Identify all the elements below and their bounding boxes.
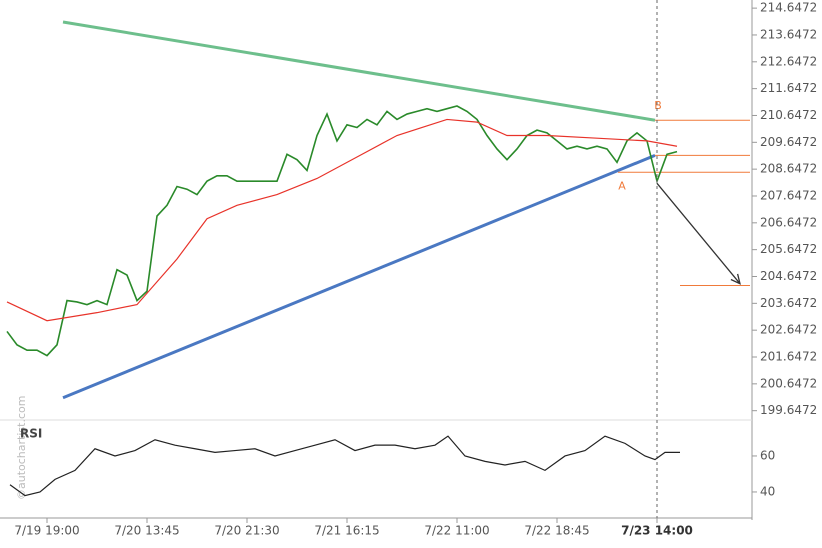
- watermark: ©autochartist.com: [15, 396, 28, 500]
- x-tick-label: 7/22 11:00: [424, 524, 489, 538]
- x-tick-label: 7/22 18:45: [524, 524, 589, 538]
- point-label: A: [618, 180, 626, 193]
- y-tick-label: 40: [760, 484, 775, 498]
- y-tick-label: 204.6472: [760, 269, 817, 283]
- trendline: [62, 153, 656, 400]
- y-tick-label: 200.6472: [760, 376, 817, 390]
- y-tick-label: 210.6472: [760, 108, 817, 122]
- x-tick-label: 7/20 21:30: [214, 524, 279, 538]
- y-tick-label: 207.6472: [760, 188, 817, 202]
- y-tick-label: 60: [760, 448, 775, 462]
- y-tick-label: 203.6472: [760, 296, 817, 310]
- y-tick-label: 206.6472: [760, 215, 817, 229]
- panel-label: RSI: [20, 427, 42, 441]
- y-tick-label: 214.6472: [760, 1, 817, 15]
- y-tick-label: 208.6472: [760, 162, 817, 176]
- x-tick-label: 7/19 19:00: [14, 524, 79, 538]
- y-tick-label: 205.6472: [760, 242, 817, 256]
- y-tick-label: 213.6472: [760, 27, 817, 41]
- x-tick-label: 7/20 13:45: [114, 524, 179, 538]
- y-tick-label: 212.6472: [760, 54, 817, 68]
- y-tick-label: 201.6472: [760, 350, 817, 364]
- series-line: [9, 435, 680, 497]
- x-tick-label: 7/23 14:00: [621, 524, 693, 538]
- arrow: [656, 182, 741, 285]
- series-line: [6, 118, 678, 322]
- y-tick-label: 211.6472: [760, 81, 817, 95]
- y-tick-label: 202.6472: [760, 323, 817, 337]
- y-tick-label: 209.6472: [760, 135, 817, 149]
- y-tick-label: 199.6472: [760, 403, 817, 417]
- point-label: B: [654, 99, 662, 112]
- series-line: [6, 105, 678, 357]
- trendline: [62, 20, 656, 122]
- x-tick-label: 7/21 16:15: [314, 524, 379, 538]
